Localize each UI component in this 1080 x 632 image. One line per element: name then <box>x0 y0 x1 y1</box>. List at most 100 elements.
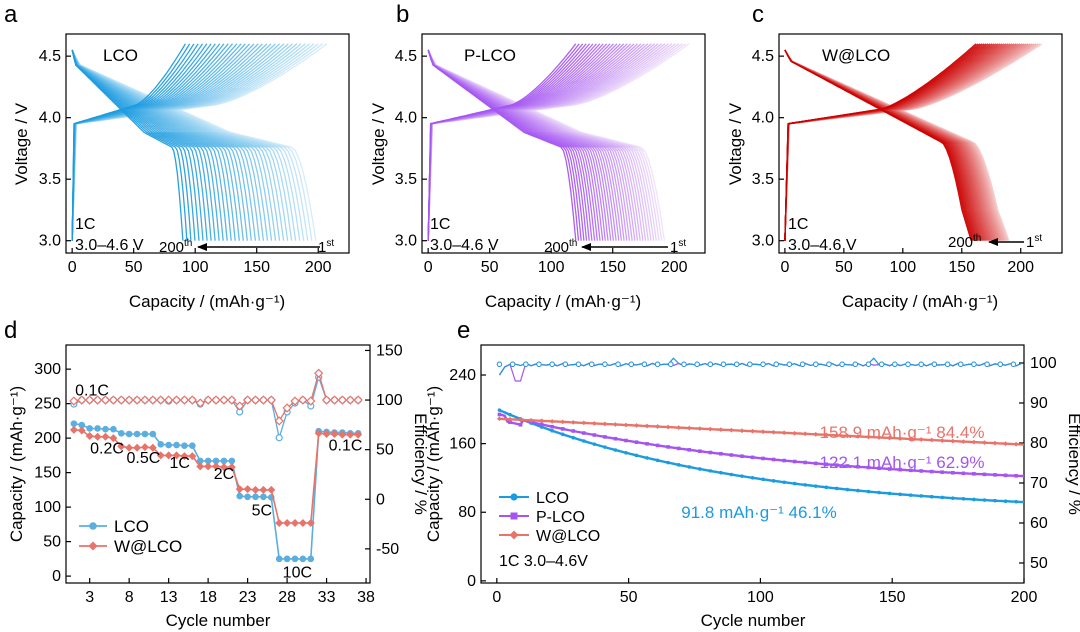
capacity-marker <box>824 485 829 490</box>
capacity-marker <box>887 435 892 441</box>
y-tick-label: 80 <box>458 504 476 521</box>
capacity-marker <box>634 423 639 428</box>
x-tick-label: 150 <box>243 259 270 276</box>
capacity-marker <box>676 446 681 451</box>
capacity-marker <box>613 422 618 427</box>
capacity-marker <box>908 468 913 473</box>
capacity-point <box>109 434 118 443</box>
legend-e-lco-marker <box>510 493 518 501</box>
efficiency-marker <box>734 361 740 367</box>
efficiency-marker <box>628 361 634 367</box>
panel-c-ticks: 0 50 100 150 200 3.0 3.5 4.0 4.5 <box>752 48 1034 276</box>
capacity-marker <box>866 434 871 440</box>
panel-a-first-label: 1st <box>318 238 334 256</box>
capacity-point <box>220 457 228 465</box>
capacity-point <box>322 429 331 438</box>
capacity-point <box>196 462 205 471</box>
rate-label: 0.2C <box>90 440 124 457</box>
capacity-marker <box>866 489 871 494</box>
panel-c-rate: 1C <box>788 216 808 233</box>
panel-e-ylabel: Capacity / (mAh·g⁻¹) <box>424 386 443 542</box>
capacity-marker <box>918 437 924 442</box>
efficiency-point <box>140 395 150 405</box>
efficiency-point <box>171 395 182 405</box>
capacity-marker <box>792 459 797 464</box>
capacity-point <box>148 443 157 452</box>
panel-c-frame <box>778 33 1063 254</box>
capacity-marker <box>602 421 608 427</box>
y-tick-label: 3.0 <box>752 233 774 250</box>
charge-curve <box>71 43 186 241</box>
capacity-marker <box>835 463 839 467</box>
capacity-marker <box>803 483 808 487</box>
panel-b-title: P-LCO <box>464 46 516 65</box>
capacity-point <box>235 485 244 494</box>
efficiency-marker <box>1010 361 1017 367</box>
x-tick-label: 100 <box>182 259 209 276</box>
capacity-point <box>165 441 172 449</box>
efficiency-marker <box>799 361 806 367</box>
capacity-point <box>70 420 78 427</box>
panel-b: b 0 50 100 150 200 3.0 3.5 4.0 4.5 P-LCO 1C 3.0–… <box>369 1 706 311</box>
capacity-marker <box>761 477 765 482</box>
capacity-point <box>157 441 165 448</box>
capacity-marker <box>823 432 829 438</box>
capacity-marker <box>855 434 861 439</box>
capacity-marker <box>570 419 576 425</box>
panel-d: d 3 8 13 18 23 28 33 38050100150200250300-50050… <box>4 317 430 630</box>
panel-d-frame <box>65 344 371 584</box>
efficiency-marker <box>562 361 568 367</box>
capacity-marker <box>993 473 997 477</box>
panel-a-frame <box>65 33 350 254</box>
x-tick-label: 3 <box>85 589 94 606</box>
rate-label: 0.1C <box>75 382 109 399</box>
capacity-point <box>85 432 94 441</box>
legend-d-lco-marker <box>89 522 97 530</box>
panel-c-window: 3.0–4.6 V <box>788 237 857 254</box>
panel-a-curves <box>71 43 328 241</box>
charge-curve <box>784 43 1041 241</box>
panel-a-xlabel: Capacity / (mAh·g⁻¹) <box>129 292 285 311</box>
x-tick-label: 50 <box>125 259 143 276</box>
capacity-marker <box>950 438 956 444</box>
capacity-marker <box>624 438 628 443</box>
capacity-point <box>141 430 149 438</box>
y2-tick-label: 100 <box>376 392 403 409</box>
capacity-marker <box>539 422 544 427</box>
capacity-point <box>275 555 283 563</box>
x-tick-label: 100 <box>889 259 916 276</box>
capacity-marker <box>771 457 776 462</box>
efficiency-marker <box>549 361 555 367</box>
panel-e-xlabel: Cycle number <box>701 611 806 630</box>
capacity-marker <box>750 455 755 460</box>
capacity-marker <box>624 450 628 455</box>
capacity-point <box>188 452 197 461</box>
capacity-point <box>94 425 101 432</box>
capacity-marker <box>740 454 744 459</box>
rate-label: 1C <box>169 455 189 472</box>
efficiency-marker <box>773 361 779 367</box>
y-tick-label: 4.5 <box>752 48 774 65</box>
capacity-marker <box>729 427 734 433</box>
capacity-marker <box>665 424 671 430</box>
capacity-marker <box>782 480 786 485</box>
efficiency-point <box>258 395 269 405</box>
panel-a-last-label: 200th <box>159 238 192 256</box>
efficiency-point <box>275 434 283 442</box>
capacity-marker <box>591 421 597 426</box>
capacity-marker <box>951 496 955 500</box>
capacity-marker <box>645 456 649 460</box>
efficiency-marker <box>681 361 687 367</box>
capacity-marker <box>951 470 955 475</box>
discharge-curve <box>71 49 184 241</box>
capacity-point <box>140 443 149 452</box>
capacity-point <box>86 425 93 432</box>
capacity-point <box>149 430 157 438</box>
capacity-point <box>204 462 213 471</box>
efficiency-marker <box>958 361 964 367</box>
x-tick-label: 0 <box>68 259 77 276</box>
capacity-marker <box>771 429 776 435</box>
panel-c-title: W@LCO <box>822 46 890 65</box>
capacity-marker <box>813 431 819 437</box>
y-tick-label: 4.5 <box>39 48 61 65</box>
